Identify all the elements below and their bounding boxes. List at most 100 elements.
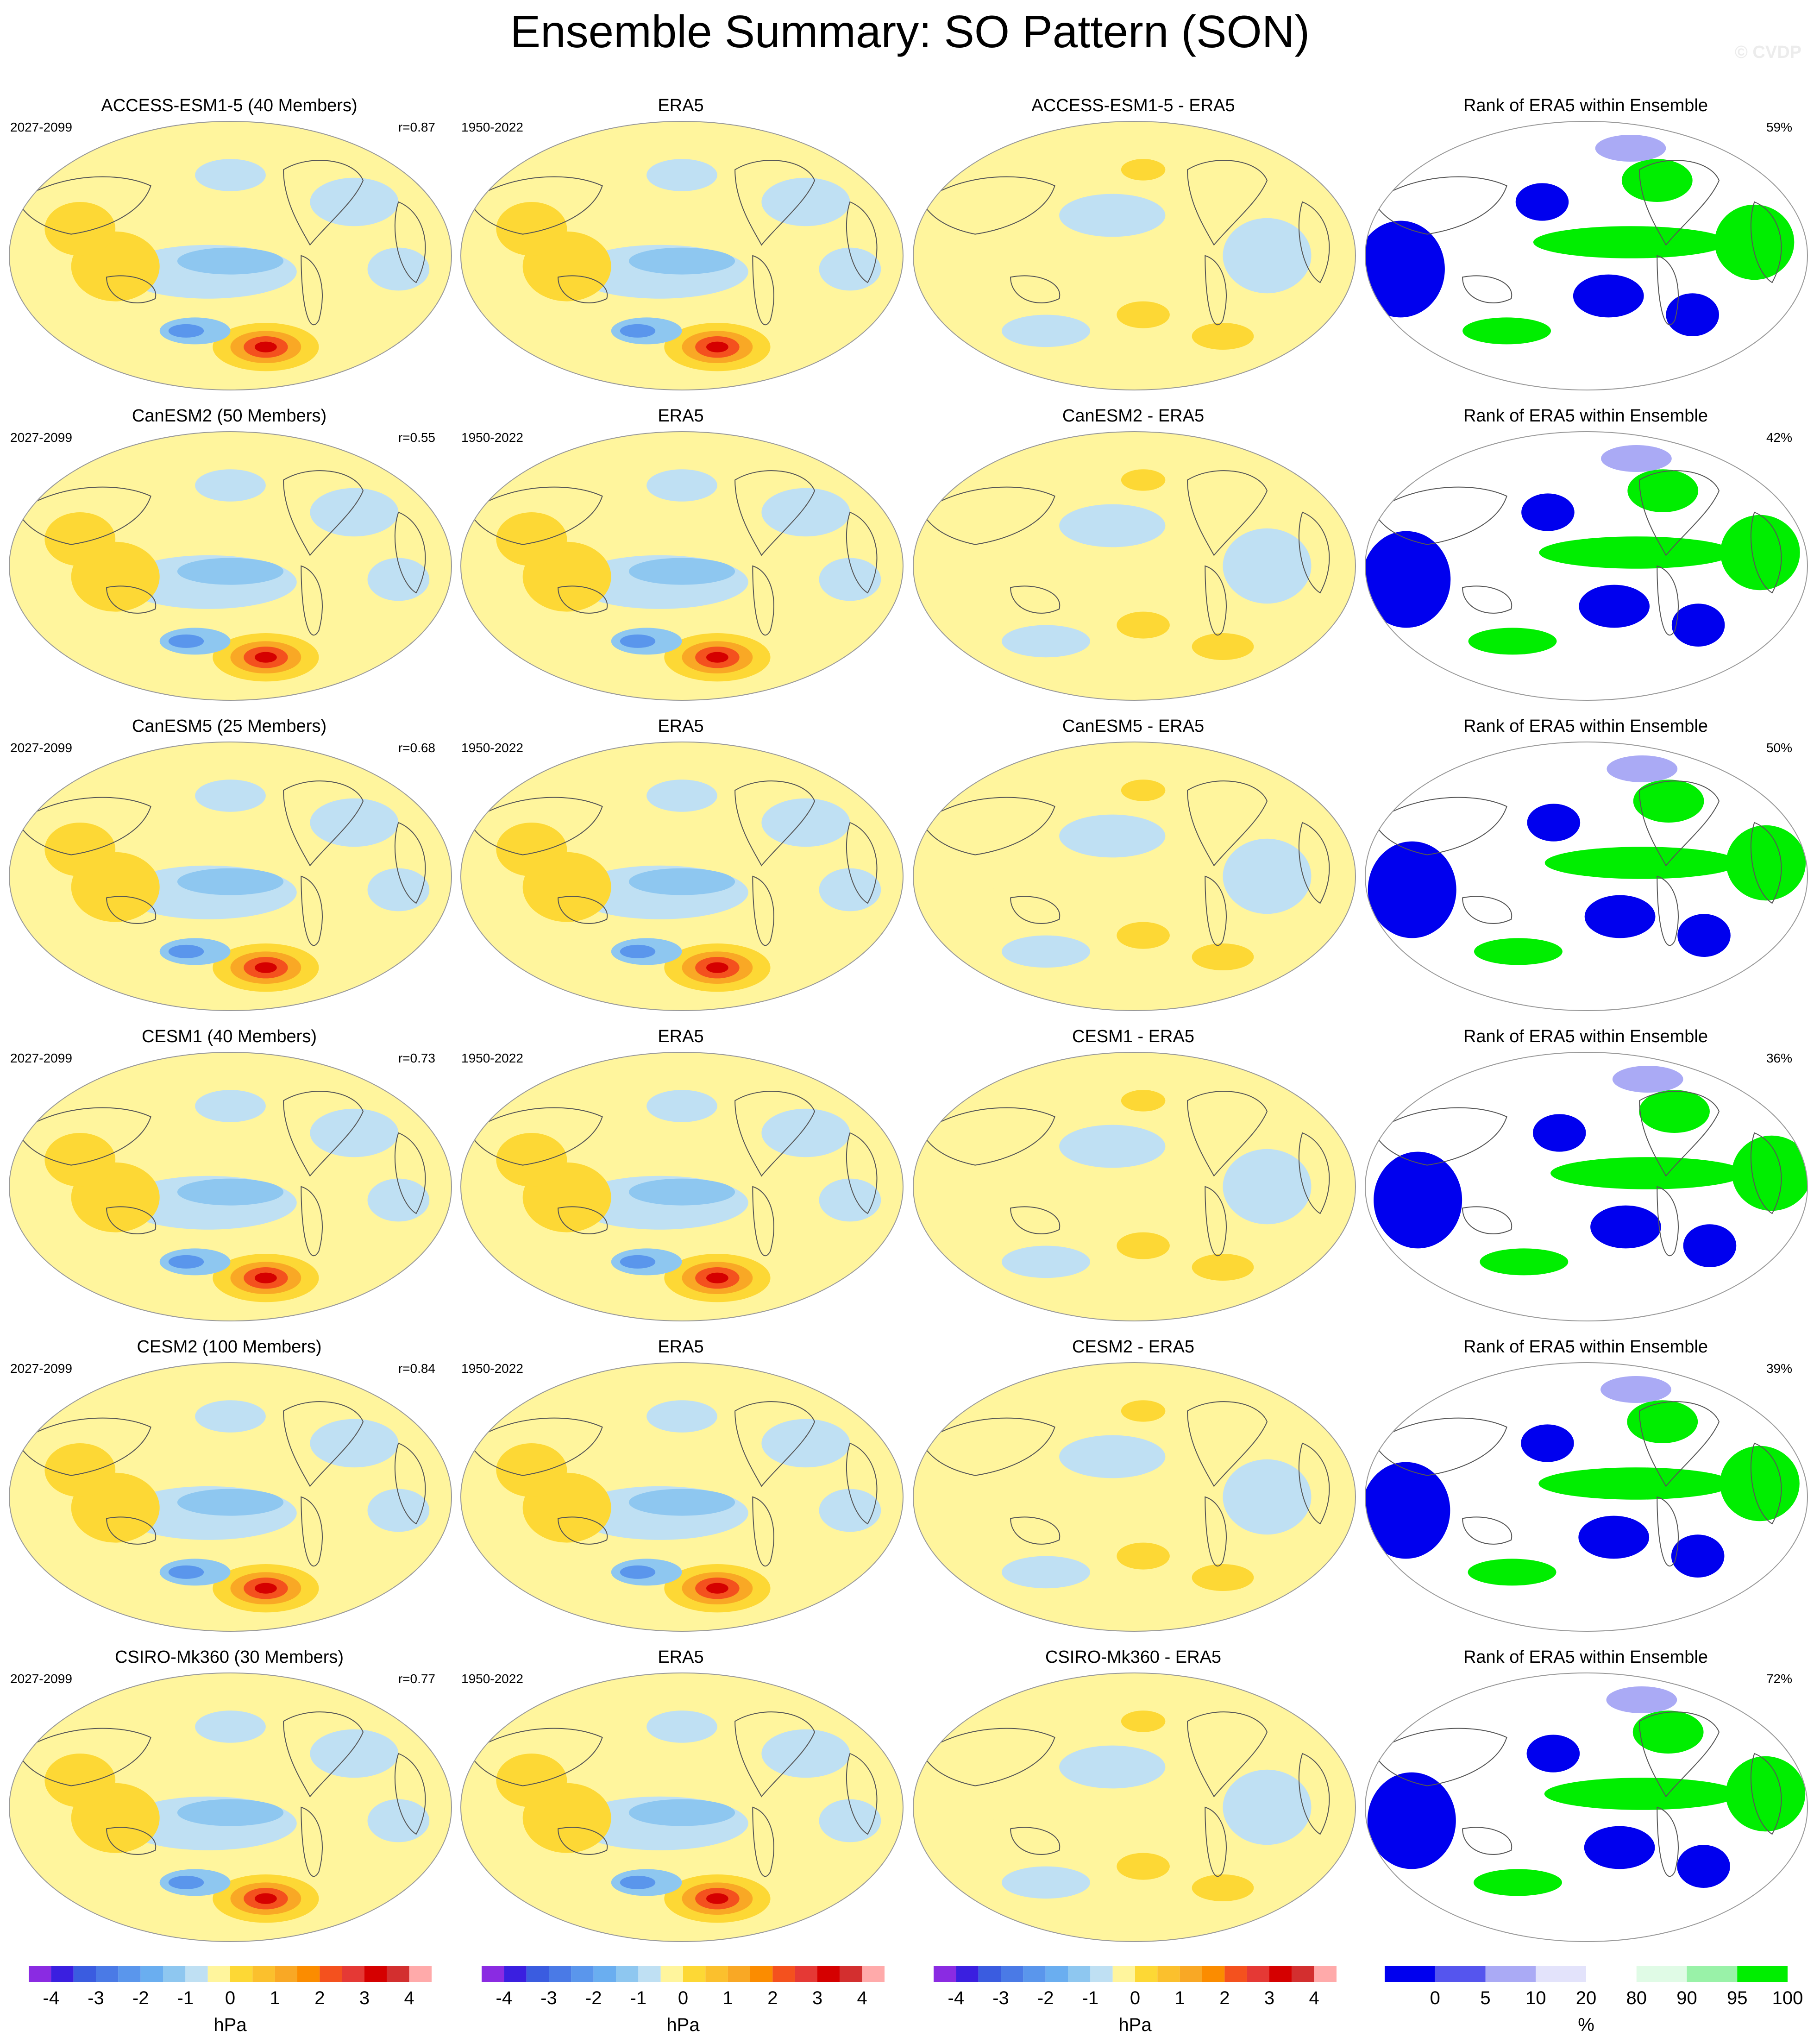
- obs-years-label: 1950-2022: [461, 120, 523, 134]
- colorbar-tick-label: 0: [1130, 1988, 1140, 2008]
- continent-outline: [558, 585, 608, 614]
- rank-percent-label: 39%: [1766, 1361, 1792, 1376]
- map-field-blob: [1632, 1710, 1704, 1754]
- rank-panel-title: Rank of ERA5 within Ensemble: [1463, 1337, 1708, 1357]
- map-field-blob: [1223, 1769, 1312, 1845]
- map-field-blob: [44, 1133, 116, 1187]
- colorbar-tick-label: 3: [1264, 1988, 1274, 2008]
- map-field-blob: [1720, 1446, 1800, 1521]
- colorbar-tick-label: 20: [1576, 1988, 1597, 2008]
- colorbar-swatch: [772, 1966, 795, 1982]
- map-field-blob: [646, 1090, 717, 1122]
- map-field-blob: [1639, 1090, 1710, 1133]
- continent-outline: [1639, 1711, 1720, 1798]
- map-field-blob: [1121, 780, 1166, 801]
- colorbar-tick-label: 1: [270, 1988, 280, 2008]
- map-panel-rank: [1365, 432, 1807, 700]
- obs-panel-title: ERA5: [658, 406, 703, 426]
- colorbar-swatch: [364, 1966, 387, 1982]
- rank-panel-title: Rank of ERA5 within Ensemble: [1463, 1027, 1708, 1046]
- continent-outline: [1657, 875, 1679, 946]
- map-field-blob: [310, 177, 399, 226]
- map-field-blob: [177, 1178, 284, 1206]
- model-panel-title: CESM1 (40 Members): [142, 1027, 317, 1046]
- map-field-blob: [255, 1583, 277, 1594]
- map-field-blob: [168, 634, 204, 648]
- map-field-blob: [1578, 1515, 1650, 1559]
- map-field-blob: [44, 823, 116, 876]
- map-panel-pattern: [461, 742, 903, 1011]
- map-field-blob: [1533, 226, 1728, 258]
- colorbar-tick-label: 0: [1430, 1988, 1440, 2008]
- map-border: [913, 121, 1356, 390]
- colorbar-swatch: [118, 1966, 141, 1982]
- map-border: [913, 1672, 1356, 1942]
- continent-outline: [283, 780, 364, 867]
- diff-panel-title: ACCESS-ESM1-5 - ERA5: [1031, 96, 1235, 115]
- model-years-label: 2027-2099: [10, 741, 72, 755]
- map-field-blob: [1002, 314, 1090, 347]
- map-field-blob: [1677, 914, 1731, 957]
- colorbar-unit-label: hPa: [666, 2015, 700, 2035]
- colorbar-swatch: [504, 1966, 527, 1982]
- map-field-blob: [1515, 183, 1569, 221]
- map-field-blob: [310, 488, 399, 537]
- map-field-blob: [1002, 625, 1090, 658]
- map-panel-pattern: [461, 121, 903, 390]
- map-border: [9, 1672, 452, 1942]
- continent-outline: [283, 1711, 364, 1798]
- continent-outline: [1373, 1728, 1507, 1786]
- continent-outline: [469, 486, 603, 545]
- map-field-blob: [1612, 1066, 1683, 1093]
- pattern-correlation-label: r=0.55: [398, 430, 435, 445]
- map-field-blob: [646, 1710, 717, 1743]
- colorbar-swatch: [1247, 1966, 1269, 1982]
- colorbar-swatch: [638, 1966, 661, 1982]
- colorbar-swatch: [571, 1966, 594, 1982]
- continent-outline: [1750, 511, 1782, 594]
- colorbar-swatch: [862, 1966, 885, 1982]
- colorbar-swatch: [1180, 1966, 1202, 1982]
- map-field-blob: [1002, 935, 1090, 968]
- continent-outline: [1010, 585, 1061, 614]
- map-field-blob: [1002, 1556, 1090, 1589]
- map-field-blob: [628, 868, 735, 895]
- map-field-blob: [628, 1799, 735, 1826]
- map-field-blob: [1121, 1710, 1166, 1732]
- continent-outline: [752, 565, 774, 636]
- continent-outline: [394, 511, 426, 594]
- continent-outline: [1010, 275, 1061, 303]
- continent-outline: [283, 470, 364, 556]
- map-border: [460, 1052, 904, 1321]
- continent-outline: [1187, 160, 1268, 246]
- map-field-blob: [255, 341, 277, 352]
- model-panel-title: ACCESS-ESM1-5 (40 Members): [101, 96, 357, 115]
- map-field-blob: [195, 780, 266, 812]
- map-field-blob: [1666, 293, 1719, 336]
- diff-panel-title: CESM2 - ERA5: [1072, 1337, 1194, 1357]
- model-panel-title: CanESM2 (50 Members): [132, 406, 326, 426]
- model-years-label: 2027-2099: [10, 430, 72, 445]
- colorbar-swatch: [1135, 1966, 1158, 1982]
- continent-outline: [469, 797, 603, 855]
- continent-outline: [1187, 1401, 1268, 1487]
- colorbar-swatch: [956, 1966, 979, 1982]
- continent-outline: [106, 896, 157, 924]
- pattern-correlation-label: r=0.84: [398, 1361, 435, 1376]
- map-field-blob: [1192, 1874, 1254, 1901]
- map-field-blob: [975, 526, 1029, 579]
- colorbar-swatch: [342, 1966, 364, 1982]
- rank-panel-title: Rank of ERA5 within Ensemble: [1463, 96, 1708, 115]
- map-field-blob: [1671, 1534, 1725, 1578]
- continent-outline: [921, 797, 1055, 855]
- map-field-blob: [1538, 1467, 1733, 1500]
- colorbar-swatch: [29, 1966, 51, 1982]
- continent-outline: [1462, 585, 1512, 614]
- colorbar-swatch: [51, 1966, 74, 1982]
- colorbar-swatch: [549, 1966, 571, 1982]
- continent-outline: [846, 201, 878, 283]
- continent-outline: [1639, 470, 1720, 556]
- map-field-blob: [1627, 1400, 1698, 1444]
- continent-outline: [752, 1496, 774, 1567]
- model-years-label: 2027-2099: [10, 1051, 72, 1065]
